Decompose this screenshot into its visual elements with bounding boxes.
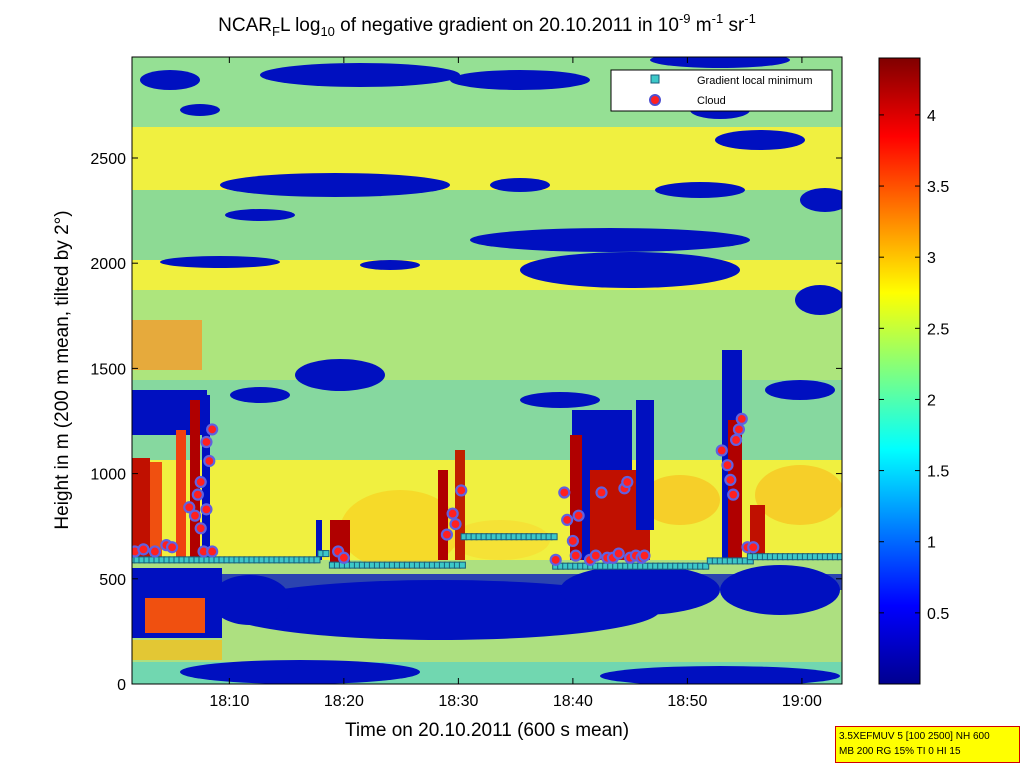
colorbar-tick-label: 1.5 [927,464,949,481]
cloud-point [206,423,219,436]
chart-title: NCARFL log10 of negative gradient on 20.… [218,11,756,39]
cloud-point [727,488,740,501]
cloud-point [440,528,454,541]
cloud-point [724,473,737,487]
plot-frame [131,56,843,685]
cloud-point [589,549,602,562]
x-axis: 18:10 18:20 18:30 18:40 18:50 19:00 [209,57,822,710]
cloud-point [165,541,179,554]
cloud-point [572,509,585,522]
cloud-point [183,501,196,514]
cloud-point [621,475,634,489]
legend-marker-cloud [649,94,661,106]
legend-label-gradient-local-minimum: Gradient local minimum [697,75,813,87]
legend-box [610,69,833,112]
gradient-minimum-marker [458,561,466,569]
cloud-point [446,507,459,520]
cloud-point [203,454,216,468]
x-tick-label: 18:50 [667,693,707,710]
cloud-point [206,545,219,558]
legend-label-cloud: Cloud [697,95,726,107]
x-tick-label: 18:20 [324,693,364,710]
cloud-point [721,459,734,472]
x-tick-label: 19:00 [782,693,822,710]
cloud-point [612,547,625,560]
x-axis-title: Time on 20.10.2011 (600 s mean) [345,720,629,741]
y-tick-label: 1500 [90,361,126,378]
info-line-1: 3.5XEFMUV 5 [100 2500] NH 600 [839,731,990,742]
cloud-point [194,522,207,535]
y-axis-title: Height in m (200 m mean, tilted by 2°) [52,210,73,529]
legend-marker-gradient-local-minimum [650,74,660,84]
cloud-point [561,513,574,526]
colorbar-gradient [878,57,921,685]
cloud-point [558,486,571,499]
gradient-minimum-marker [550,533,558,541]
cloud-point [188,509,202,522]
colorbar-tick-label: 4 [927,108,936,125]
colorbar-tick-label: 3.5 [927,179,949,196]
cloud-point [747,541,760,554]
y-axis: 0 500 1000 1500 2000 2500 [90,151,842,694]
colorbar-tick-label: 2.5 [927,321,949,338]
cloud-point [549,553,562,566]
heatmap-field [132,57,842,684]
y-tick-label: 0 [117,677,126,694]
y-tick-label: 2000 [90,256,126,273]
cloud-point [337,551,350,564]
colorbar-tick-label: 2 [927,392,936,409]
y-tick-label: 2500 [90,151,126,168]
cloud-point [715,444,728,457]
colorbar-tick-label: 1 [927,535,936,552]
cloud-point [191,488,204,501]
cloud-point [200,503,213,516]
y-tick-label: 500 [99,572,126,589]
cloud-point [729,433,743,447]
gradient-minimum-marker [322,550,330,558]
cloud-point [455,484,468,497]
colorbar-tick-label: 0.5 [927,606,949,623]
gradient-minimum-marker [313,556,321,564]
x-tick-label: 18:30 [438,693,478,710]
gradient-minimum-marker [836,553,842,561]
cloud-point [638,549,651,562]
cloud-series [132,412,760,566]
cloud-point [200,435,213,449]
cloud-point [148,545,162,558]
cloud-point [732,423,746,436]
parameter-info-box: 3.5XEFMUV 5 [100 2500] NH 600 MB 200 RG … [835,726,1020,763]
legend: Gradient local minimum Cloud [610,69,833,112]
gradient-minimum-marker [702,562,710,570]
cloud-point [194,475,207,489]
cloud-point [566,534,579,548]
cloud-point [449,517,462,531]
colorbar: 0.5 1 1.5 2 2.5 3 3.5 4 [878,57,949,685]
cloud-point [735,412,748,425]
colorbar-tick-label: 3 [927,250,936,267]
x-tick-label: 18:10 [209,693,249,710]
cloud-point [569,549,582,562]
y-tick-label: 1000 [90,467,126,484]
info-line-2: MB 200 RG 15% TI 0 HI 15 [839,746,961,757]
x-tick-label: 18:40 [553,693,593,710]
cloud-point [137,543,150,556]
cloud-point [595,486,608,499]
